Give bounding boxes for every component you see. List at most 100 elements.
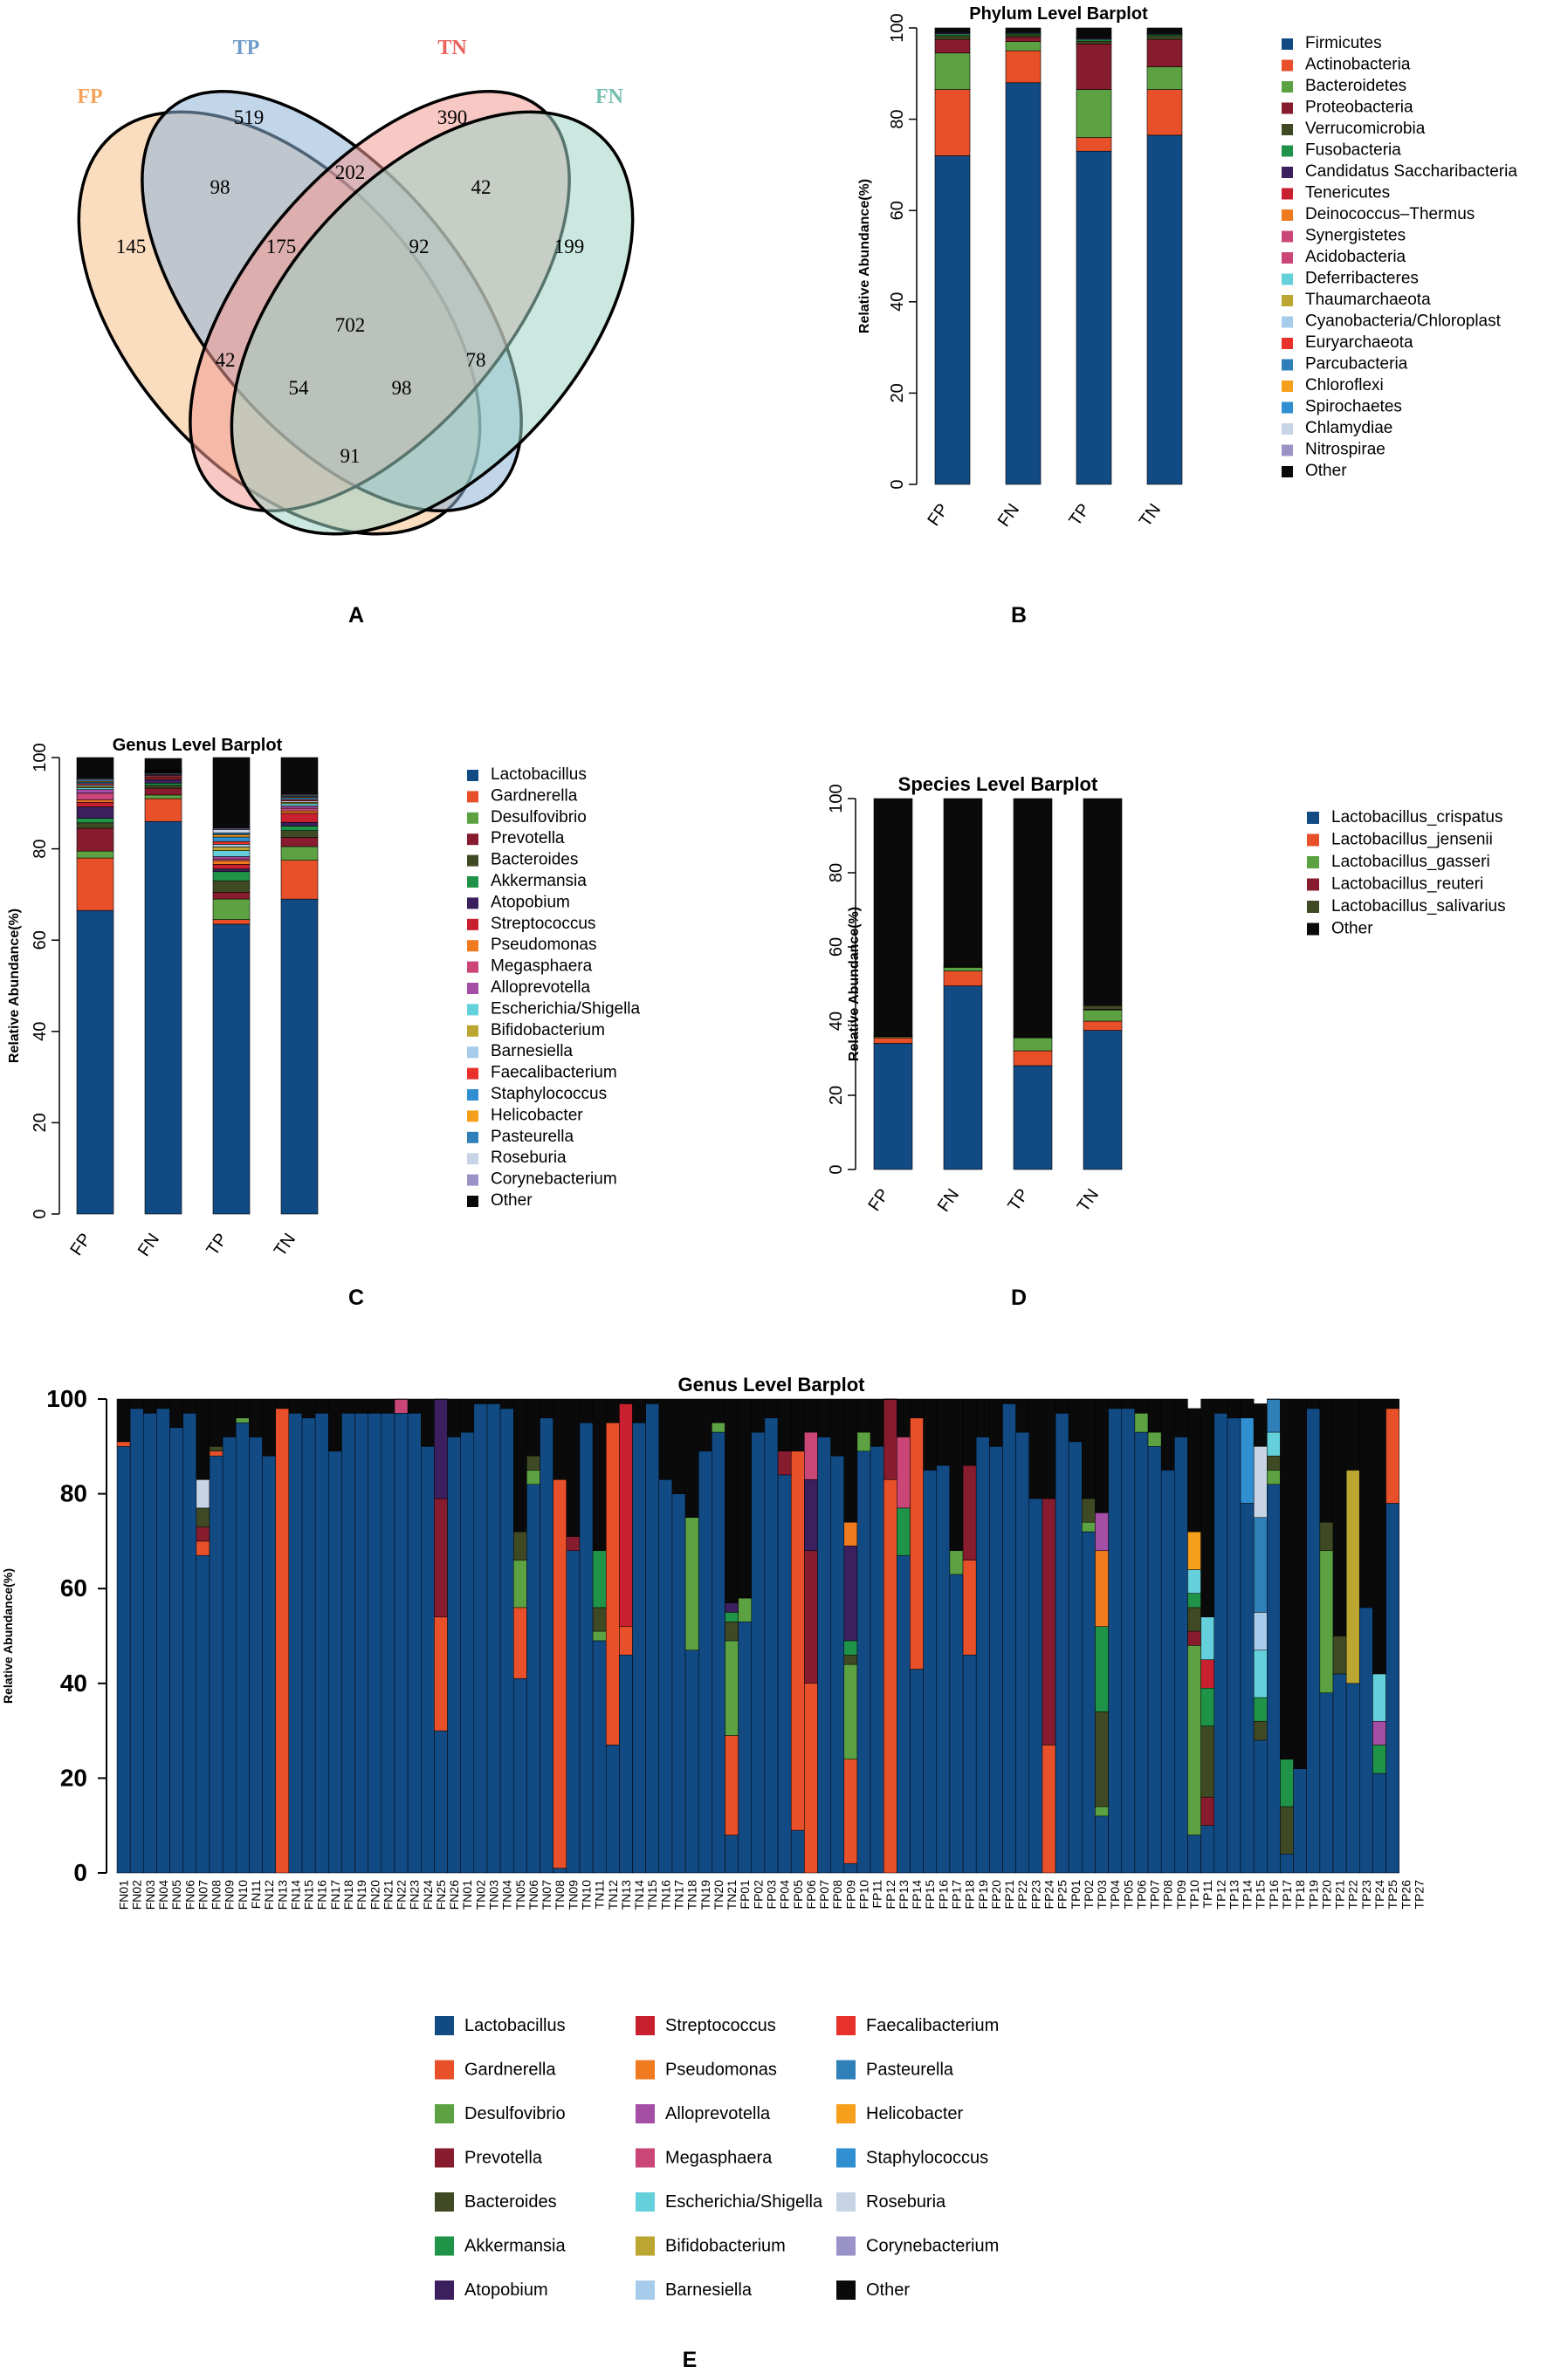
x-tick-label: TP10 (1187, 1880, 1201, 1910)
x-tick-label: TN11 (593, 1880, 607, 1909)
bar-segment (212, 850, 251, 857)
bar-segment (1013, 1065, 1053, 1170)
bar-segment (1076, 40, 1112, 45)
legend-label: Lactobacillus_gasseri (1331, 853, 1490, 871)
bar-segment (870, 1446, 884, 1874)
legend-swatch (467, 1025, 478, 1037)
legend-label: Helicobacter (491, 1106, 583, 1124)
bar-segment (1319, 1550, 1334, 1693)
bar-segment (1306, 1398, 1321, 1409)
x-tick-label: FN25 (434, 1880, 448, 1910)
legend-label: Bacteroides (464, 2192, 557, 2212)
bar-segment (212, 919, 251, 925)
x-tick-label: FP (864, 1185, 893, 1215)
bar-segment (1055, 1413, 1069, 1874)
bar-segment (1345, 1683, 1360, 1874)
bar-segment (712, 1431, 725, 1874)
chart-title: Phylum Level Barplot (969, 4, 1148, 24)
bar-segment (856, 1431, 871, 1451)
x-tick-label: TP22 (1346, 1880, 1360, 1910)
bar-segment (212, 871, 251, 881)
bar-segment (280, 830, 319, 838)
legend-label: Akkermansia (464, 2237, 566, 2256)
bar-segment (394, 1398, 409, 1414)
x-tick-label: TP07 (1148, 1880, 1162, 1910)
bar-segment (817, 1437, 831, 1874)
bar-segment (1076, 137, 1112, 152)
bar-segment (1345, 1470, 1360, 1684)
x-tick-label: FN (134, 1230, 163, 1259)
bar-segment (1253, 1612, 1268, 1651)
legend-swatch (467, 770, 478, 781)
y-tick-label: 80 (888, 109, 907, 128)
bar-segment (407, 1398, 422, 1414)
bar-segment (144, 787, 182, 796)
bar-segment (712, 1398, 725, 1423)
legend-label: Alloprevotella (665, 2104, 771, 2123)
bar-segment (1253, 1403, 1268, 1447)
bar-segment (943, 971, 983, 986)
bar-segment (76, 822, 114, 829)
bar-segment (512, 1607, 527, 1679)
venn-count: 390 (437, 106, 468, 128)
x-tick-label: FP15 (923, 1880, 937, 1910)
legend-swatch (636, 2148, 655, 2168)
bar-segment (129, 1408, 144, 1874)
x-tick-label: TN21 (725, 1880, 739, 1910)
bar-segment (540, 1417, 553, 1874)
bar-segment (579, 1398, 594, 1423)
panel-label-e: E (683, 2348, 698, 2372)
x-tick-label: FN08 (210, 1880, 223, 1910)
bar-segment (1267, 1484, 1281, 1874)
legend-label: Akkermansia (491, 872, 587, 890)
bar-segment (897, 1437, 911, 1509)
x-tick-label: TP06 (1134, 1880, 1148, 1910)
bar-segment (873, 1037, 913, 1044)
x-tick-label: TN01 (460, 1880, 474, 1910)
bar-segment (1187, 1569, 1201, 1594)
bar-segment (1005, 34, 1042, 38)
legend-swatch (1307, 923, 1319, 936)
bar-segment (196, 1398, 210, 1480)
x-tick-label: FP04 (778, 1880, 792, 1910)
bar-segment (407, 1413, 422, 1874)
bar-segment (212, 757, 251, 829)
legend-swatch (467, 791, 478, 803)
bar-segment (196, 1554, 210, 1874)
x-tick-label: FN (994, 500, 1023, 530)
bar-segment (725, 1621, 739, 1642)
venn-count: 175 (266, 236, 297, 257)
bar-segment (1146, 27, 1183, 34)
bar-segment (934, 155, 971, 485)
bar-segment (873, 1043, 913, 1170)
legend-label: Bacteroidetes (1305, 77, 1406, 95)
venn-count: 199 (554, 236, 585, 257)
bar-segment (434, 1616, 448, 1732)
bar-segment (843, 1654, 858, 1665)
bar-segment (341, 1398, 355, 1414)
bar-segment (989, 1398, 1003, 1447)
legend-label: Lactobacillus_jensenii (1331, 831, 1493, 849)
bar-segment (394, 1413, 409, 1874)
x-tick-label: FN04 (156, 1880, 170, 1910)
bar-segment (1187, 1607, 1201, 1632)
bar-segment (725, 1640, 739, 1736)
bar-segment (212, 832, 251, 835)
x-tick-label: TN10 (580, 1880, 594, 1910)
legend-swatch (1282, 188, 1293, 200)
legend-label: Euryarchaeota (1305, 333, 1413, 352)
y-tick-label: 20 (888, 383, 907, 402)
bar-segment (473, 1403, 488, 1874)
legend-label: Atopobium (464, 2281, 548, 2300)
bar-segment (421, 1398, 435, 1447)
legend-swatch (467, 1131, 478, 1143)
x-tick-label: FN21 (381, 1880, 395, 1910)
legend-swatch (636, 2016, 655, 2035)
bar-segment (619, 1654, 633, 1874)
bar-segment (592, 1398, 607, 1552)
bar-segment (566, 1536, 581, 1552)
bar-segment (182, 1398, 197, 1414)
legend-swatch (1282, 444, 1293, 456)
bar-segment (434, 1398, 448, 1400)
x-tick-label: FN20 (368, 1880, 382, 1910)
